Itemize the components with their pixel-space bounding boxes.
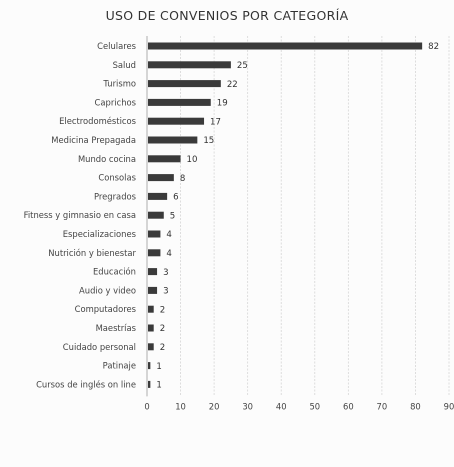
value-label-1: 82 (428, 42, 439, 52)
bar-5 (148, 117, 205, 125)
bar-10 (148, 211, 164, 219)
x-tick-label-90: 90 (444, 401, 454, 411)
bar-9 (148, 192, 168, 200)
category-label-4: Caprichos (95, 97, 136, 107)
bar-4 (148, 98, 211, 106)
x-tick-label-70: 70 (377, 401, 388, 411)
x-tick-label-30: 30 (242, 401, 253, 411)
category-label-14: Audio y video (79, 285, 136, 295)
x-tick-label-40: 40 (276, 401, 287, 411)
value-label-17: 2 (160, 343, 165, 353)
value-label-2: 25 (237, 61, 248, 71)
category-label-2: Salud (113, 60, 136, 70)
bar-18 (148, 362, 151, 370)
bar-2 (148, 61, 231, 69)
x-tick-label-60: 60 (343, 401, 354, 411)
bar-6 (148, 136, 198, 144)
bar-17 (148, 343, 154, 351)
value-label-14: 3 (163, 287, 168, 297)
value-label-12: 4 (166, 249, 171, 259)
x-tick-label-10: 10 (175, 401, 186, 411)
category-label-18: Patinaje (103, 361, 136, 371)
category-label-17: Cuidado personal (63, 342, 136, 352)
bar-14 (148, 286, 158, 294)
x-tick-label-50: 50 (309, 401, 320, 411)
value-label-3: 22 (227, 80, 238, 90)
bar-11 (148, 230, 161, 238)
category-label-10: Fitness y gimnasio en casa (24, 210, 136, 220)
x-tick-label-80: 80 (410, 401, 421, 411)
value-label-6: 15 (203, 136, 214, 146)
bar-13 (148, 268, 158, 276)
bar-15 (148, 305, 154, 313)
chart-title: USO DE CONVENIOS POR CATEGORÍA (105, 8, 349, 23)
bar-12 (148, 249, 161, 257)
value-label-18: 1 (156, 362, 161, 372)
x-tick-label-0: 0 (144, 401, 149, 411)
x-tick-label-20: 20 (209, 401, 220, 411)
bar-19 (148, 380, 151, 388)
category-label-19: Cursos de inglés on line (36, 379, 136, 389)
value-label-8: 8 (180, 174, 185, 184)
value-label-11: 4 (166, 230, 171, 240)
category-label-5: Electrodomésticos (59, 116, 136, 126)
category-label-8: Consolas (98, 173, 136, 183)
category-label-12: Nutrición y bienestar (48, 248, 136, 258)
category-label-6: Medicina Prepagada (51, 135, 136, 145)
category-label-11: Especializaciones (63, 229, 136, 239)
category-label-13: Educación (93, 267, 136, 277)
bar-1 (148, 42, 423, 50)
category-label-15: Computadores (75, 304, 136, 314)
value-label-4: 19 (217, 99, 228, 109)
value-label-9: 6 (173, 193, 178, 203)
value-label-7: 10 (187, 155, 198, 165)
bar-16 (148, 324, 154, 332)
category-label-16: Maestrías (96, 323, 136, 333)
value-label-13: 3 (163, 268, 168, 278)
value-label-5: 17 (210, 117, 221, 127)
value-label-16: 2 (160, 324, 165, 334)
value-label-19: 1 (156, 381, 161, 391)
value-label-10: 5 (170, 211, 175, 221)
category-label-9: Pregrados (94, 191, 136, 201)
bar-7 (148, 155, 181, 163)
bar-3 (148, 80, 221, 88)
category-label-3: Turismo (102, 79, 136, 89)
category-label-1: Celulares (97, 41, 136, 51)
bar-8 (148, 174, 174, 182)
category-label-7: Mundo cocina (78, 154, 136, 164)
value-label-15: 2 (160, 305, 165, 315)
